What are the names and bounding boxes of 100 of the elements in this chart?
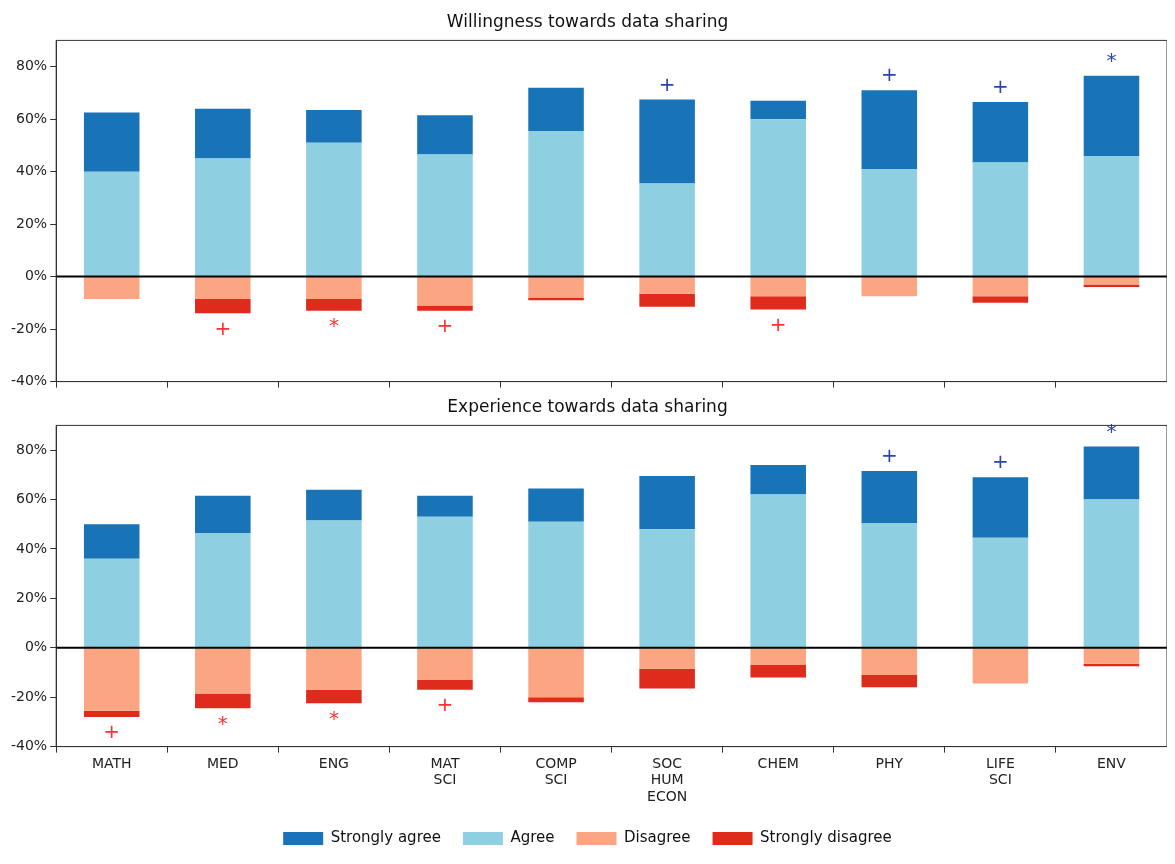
y-tick-label: 0% [24,638,48,655]
bar [195,532,251,648]
bar [417,115,473,155]
bar [639,648,695,669]
bar [861,90,918,170]
annotation: * [328,312,339,337]
bar [639,277,695,294]
annotation: + [991,449,1009,474]
x-tick-label: ENG [318,754,349,771]
annotation: * [1106,418,1117,443]
bar [639,529,695,648]
bar [83,112,140,172]
annotation: * [217,710,228,735]
bar [972,537,1029,648]
bar [1083,648,1140,664]
bar [750,464,806,495]
bar [639,293,695,307]
bar [972,296,1029,303]
bar [639,183,695,277]
y-tick-label: 40% [16,539,48,556]
x-tick-label: MATH [91,754,132,771]
bar [195,277,251,299]
bar [528,130,584,277]
bar [417,648,473,680]
annotation: * [1106,48,1117,73]
bar [861,523,918,648]
bar [417,679,473,690]
x-tick-label: PHY [875,754,904,771]
bar [972,477,1029,538]
annotation: + [769,311,787,336]
x-tick-label: CHEM [757,754,799,771]
bar [306,489,362,521]
bar [306,520,362,648]
bar [528,697,584,703]
bar [195,158,251,277]
annotation: + [658,71,676,96]
bar [195,648,251,694]
bar [417,516,473,648]
bar [195,298,251,314]
y-tick-label: -40% [11,372,48,389]
bar [83,648,140,711]
bar [528,648,584,698]
bar [306,109,362,143]
bar [195,693,251,709]
bar [528,521,584,648]
x-tick-label: ENV [1097,754,1127,771]
annotation: + [436,312,454,337]
bar [83,277,140,299]
bar [1083,446,1140,500]
y-tick-label: 80% [16,57,48,74]
annotation: + [880,62,898,87]
bar [750,119,806,277]
bar [750,277,806,297]
legend-label: Agree [510,828,555,847]
y-tick-label: 60% [16,109,48,126]
bar [83,710,140,717]
bar [306,298,362,311]
bar [861,648,918,675]
bar [417,305,473,311]
annotation: + [880,443,898,468]
legend-label: Strongly disagree [760,828,892,847]
annotation: * [328,705,339,730]
chart-title: Willingness towards data sharing [446,10,729,31]
bar [83,171,140,277]
y-tick-label: -20% [11,319,48,336]
bar [417,154,473,277]
x-tick-label: MAT SCI [430,754,460,788]
annotation: + [103,719,121,744]
bar [83,524,140,559]
bar [306,689,362,704]
bar [639,99,695,184]
bar [528,87,584,131]
bar [306,648,362,690]
bar [972,648,1029,684]
x-tick-label: MED [206,754,239,771]
bar [1083,499,1140,648]
bar [195,108,251,159]
bar [1083,284,1140,288]
bar [750,665,806,678]
annotation: + [991,74,1009,99]
y-tick-label: 0% [24,267,48,284]
annotation: + [214,315,232,340]
bar [750,296,806,310]
bar [306,277,362,299]
bar [83,558,140,648]
x-tick-label: LIFE SCI [985,754,1015,788]
bar [750,648,806,666]
bar [750,494,806,648]
bar [861,471,918,523]
bar [861,169,918,277]
y-tick-label: 20% [16,588,48,605]
y-tick-label: -40% [11,737,48,754]
y-tick-label: 40% [16,162,48,179]
x-tick-label: COMP SCI [535,754,577,788]
legend-label: Strongly agree [330,828,441,847]
bar [972,277,1029,297]
y-tick-label: 60% [16,490,48,507]
bar [1083,75,1140,156]
bar [528,488,584,522]
y-tick-label: -20% [11,687,48,704]
